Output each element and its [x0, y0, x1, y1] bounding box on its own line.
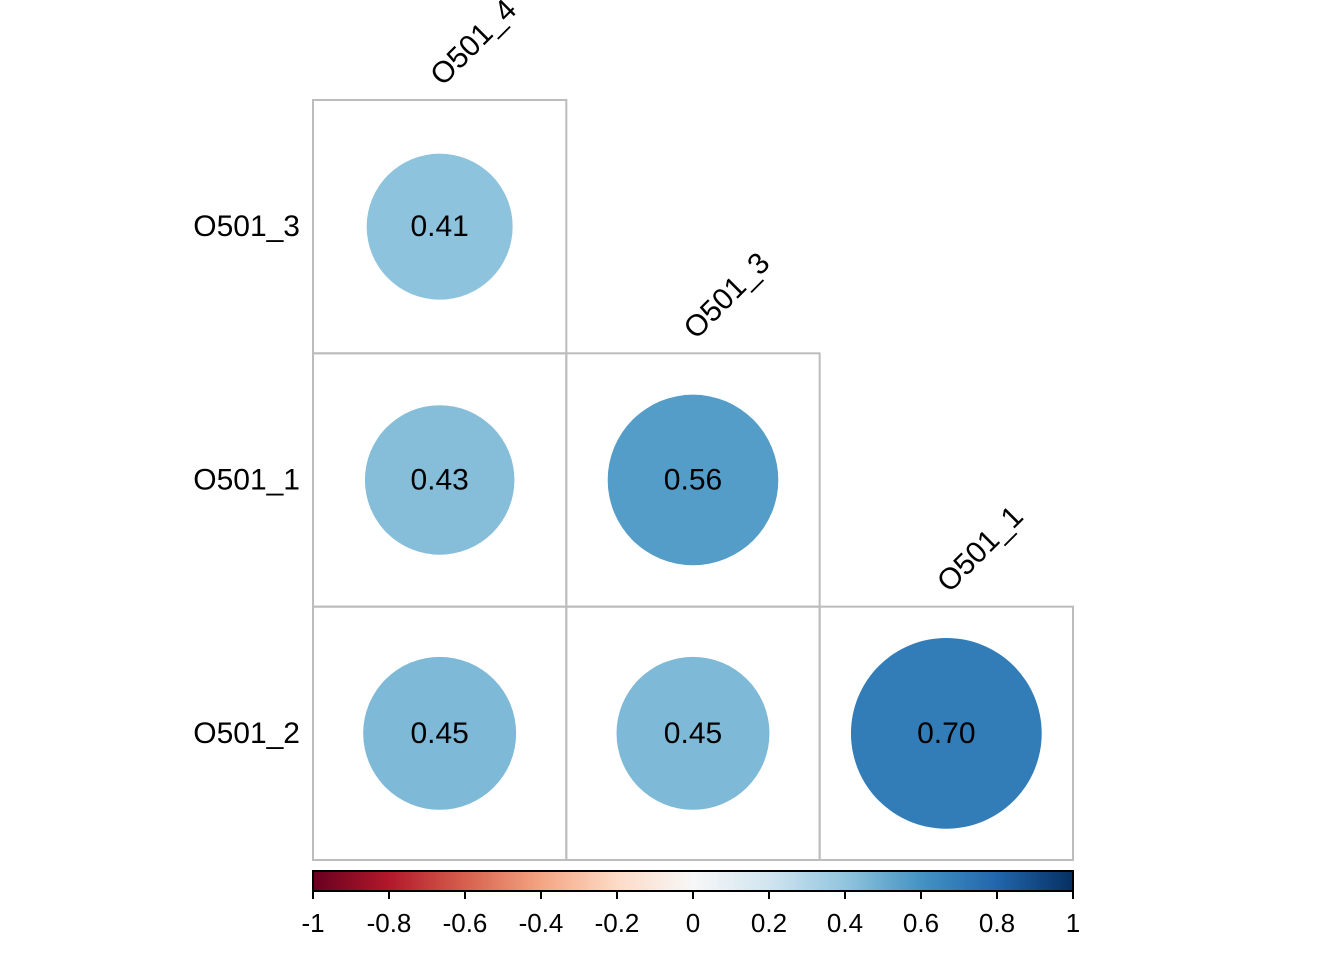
colorbar-tick-label: 1 [1066, 908, 1080, 938]
correlation-circle [850, 637, 1042, 829]
correlation-circle [607, 394, 779, 566]
colorbar-tick-label: -0.4 [519, 908, 564, 938]
correlation-value: 0.41 [410, 210, 468, 243]
row-label: O501_3 [193, 210, 300, 243]
colorbar-tick-label: 0.2 [751, 908, 787, 938]
colorbar-tick-label: -0.2 [595, 908, 640, 938]
row-label: O501_2 [193, 717, 300, 750]
column-label: O501_3 [678, 246, 777, 345]
correlation-value: 0.45 [410, 717, 468, 750]
colorbar-tick-label: 0.6 [903, 908, 939, 938]
colorbar-tick-label: 0.8 [979, 908, 1015, 938]
correlation-circle [616, 656, 770, 810]
colorbar-tick-label: 0 [686, 908, 700, 938]
correlation-circle [363, 656, 517, 810]
colorbar-tick-label: 0.4 [827, 908, 863, 938]
row-label: O501_1 [193, 463, 300, 496]
colorbar-tick-label: -0.6 [443, 908, 488, 938]
correlation-circle [364, 405, 515, 555]
colorbar-gradient [312, 870, 1074, 892]
correlation-value: 0.70 [917, 717, 975, 750]
matrix-cell-box [818, 605, 1074, 861]
column-label: O501_4 [424, 0, 523, 92]
column-label: O501_1 [931, 500, 1030, 599]
correlation-value: 0.56 [664, 463, 722, 496]
colorbar-tick-label: -0.8 [367, 908, 412, 938]
colorbar-tick-label: -1 [301, 908, 324, 938]
correlation-value: 0.43 [410, 463, 468, 496]
correlation-value: 0.45 [664, 717, 722, 750]
correlation-circle [366, 153, 513, 300]
